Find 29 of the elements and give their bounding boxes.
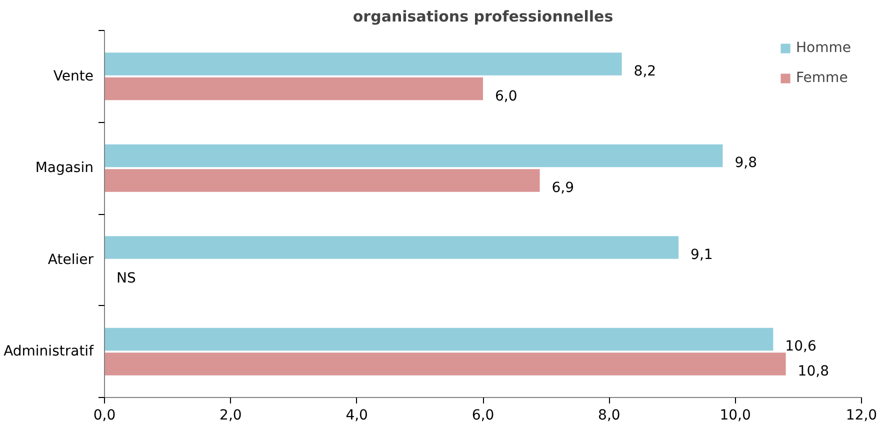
bar (104, 352, 786, 376)
data-label: 10,8 (798, 364, 829, 380)
bar (104, 52, 622, 76)
data-label: 8,2 (634, 63, 656, 80)
y-tick-label: Atelier (48, 252, 94, 268)
bar (104, 236, 679, 259)
y-tick-label: Administratif (4, 344, 95, 360)
x-tick-label: 12,0 (846, 408, 878, 422)
y-tick-label: Magasin (35, 160, 94, 176)
data-label: 10,6 (785, 338, 816, 355)
data-label: 9,8 (734, 155, 757, 172)
bar (104, 144, 723, 168)
x-tick-label: 6,0 (472, 408, 494, 422)
legend-label: Homme (796, 40, 851, 56)
data-label: 9,1 (690, 246, 713, 263)
x-tick-label: 4,0 (346, 408, 368, 422)
x-tick-label: 8,0 (598, 408, 620, 422)
y-tick-label: Vente (53, 68, 94, 84)
bar (104, 328, 774, 351)
bar (104, 169, 540, 192)
chart-title: organisations professionnelles (352, 8, 614, 26)
x-tick-label: 2,0 (220, 408, 242, 422)
x-tick-label: 0,0 (93, 408, 116, 422)
text: NS (116, 270, 136, 286)
x-tick-label: 10,0 (720, 408, 751, 422)
bar (104, 77, 483, 100)
data-label: 6,9 (552, 180, 574, 196)
legend-label: Femme (796, 70, 848, 86)
data-label: 6,0 (495, 88, 518, 104)
